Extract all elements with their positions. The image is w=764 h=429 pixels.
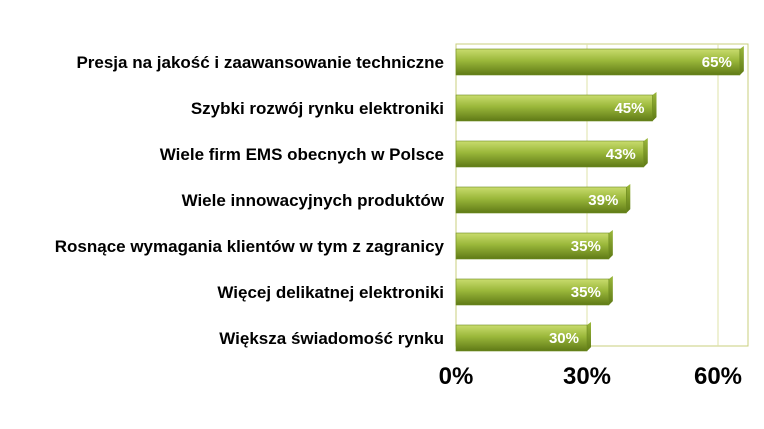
bar-group: 30%	[455, 322, 591, 352]
bars: 65% 45% 43% 39% 35% 35% 30%	[455, 46, 744, 352]
bar-group: 39%	[455, 184, 631, 214]
data-label: 45%	[614, 100, 644, 117]
bar-group: 35%	[455, 230, 613, 260]
tick-label: 60%	[694, 363, 742, 390]
bar	[455, 94, 653, 122]
bar-end-face	[652, 92, 657, 121]
tick-label: 30%	[563, 363, 611, 390]
bar	[455, 48, 741, 76]
category-label: Rosnące wymagania klientów w tym z zagra…	[55, 237, 445, 256]
bar-group: 45%	[455, 92, 657, 122]
bar	[455, 186, 627, 214]
bar	[455, 324, 588, 352]
bar-group: 43%	[455, 138, 648, 168]
data-label: 35%	[571, 238, 601, 255]
data-label: 35%	[571, 284, 601, 301]
data-label: 39%	[588, 192, 618, 209]
bar	[455, 278, 610, 306]
bar-end-face	[739, 46, 744, 75]
category-label: Presja na jakość i zaawansowanie technic…	[76, 53, 444, 72]
bar-end-face	[626, 184, 631, 213]
bar-end-face	[587, 322, 591, 351]
category-label: Szybki rozwój rynku elektroniki	[191, 99, 444, 118]
tick-label: 0%	[439, 363, 474, 390]
category-label: Większa świadomość rynku	[219, 329, 444, 348]
category-label: Wiele innowacyjnych produktów	[182, 191, 445, 210]
category-labels: Presja na jakość i zaawansowanie technic…	[55, 53, 445, 348]
bar-group: 65%	[455, 46, 744, 76]
x-axis-ticks: 0% 30% 60%	[439, 363, 742, 390]
bar-end-face	[608, 276, 613, 305]
bar	[455, 232, 610, 260]
data-label: 43%	[606, 146, 636, 163]
bar-end-face	[608, 230, 613, 259]
category-label: Więcej delikatnej elektroniki	[217, 283, 444, 302]
bar-end-face	[643, 138, 648, 167]
bar	[455, 140, 645, 168]
data-label: 30%	[549, 330, 579, 347]
category-label: Wiele firm EMS obecnych w Polsce	[160, 145, 444, 164]
data-label: 65%	[702, 54, 732, 71]
bar-group: 35%	[455, 276, 613, 306]
